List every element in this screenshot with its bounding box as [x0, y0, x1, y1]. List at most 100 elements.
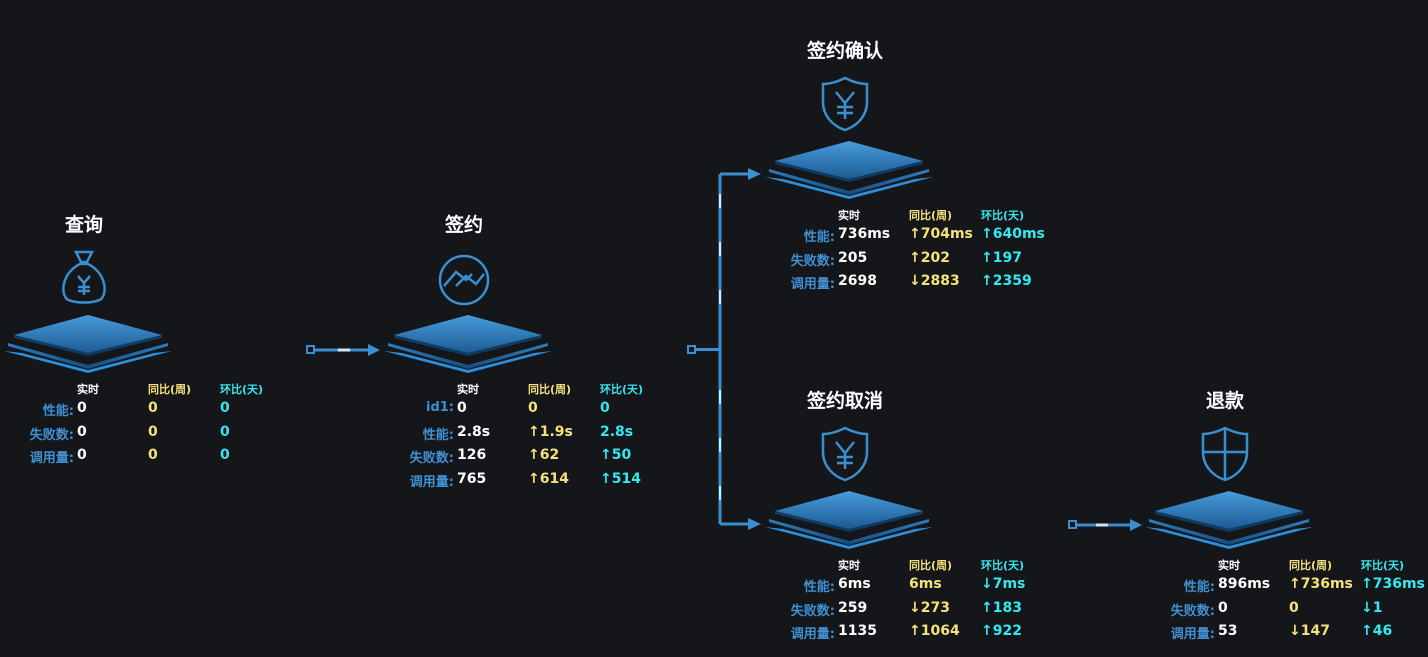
stats-row: 失败数: 205 ↑202 ↑197 [765, 248, 1045, 272]
stats-table: 实时 同比(周) 环比(天) id1: 0 0 0 性能: 2.8s ↑1.9s… [384, 378, 664, 492]
stats-row: 失败数: 0 0 ↓1 [1145, 598, 1425, 622]
value-yoy: 0 [148, 447, 158, 463]
metric-label: 调用量: [1170, 627, 1215, 642]
stats-row: 性能: 0 0 0 [4, 398, 284, 422]
header-mom: 环比(天) [600, 383, 644, 396]
header-realtime: 实时 [77, 383, 99, 396]
metric-label: 性能: [1183, 580, 1215, 595]
metric-label: 失败数: [790, 603, 835, 619]
metric-label: 调用量: [790, 277, 835, 292]
stats-table: 实时 同比(周) 环比(天) 性能: 0 0 0 失败数: 0 0 0 调用量:… [4, 378, 284, 469]
stats-header: 实时 同比(周) 环比(天) [384, 378, 664, 398]
stats-table: 实时 同比(周) 环比(天) 性能: 896ms ↑736ms ↑736ms 失… [1145, 554, 1425, 645]
metric-label: id1: [425, 400, 454, 415]
value-realtime: 0 [77, 423, 87, 440]
value-mom: ↑922 [981, 623, 1022, 639]
yen-shield-icon [821, 426, 869, 482]
value-realtime: 1135 [838, 623, 877, 639]
header-mom: 环比(天) [981, 209, 1025, 222]
stats-row: 失败数: 259 ↓273 ↑183 [765, 598, 1045, 622]
flow-arrow [306, 344, 380, 356]
value-realtime: 126 [457, 447, 487, 463]
stats-header: 实时 同比(周) 环比(天) [1145, 554, 1425, 574]
metric-label: 失败数: [790, 253, 835, 269]
value-yoy: 0 [148, 400, 158, 416]
header-mom: 环比(天) [1361, 559, 1405, 572]
value-mom: ↑514 [600, 470, 641, 487]
shield-icon [1201, 426, 1249, 482]
value-realtime: 0 [457, 400, 467, 416]
metric-label: 失败数: [409, 451, 454, 466]
value-yoy: ↑614 [528, 470, 569, 487]
handshake-icon [438, 254, 490, 306]
header-yoy: 同比(周) [528, 383, 572, 396]
header-realtime: 实时 [1218, 559, 1240, 572]
value-realtime: 2.8s [457, 423, 491, 440]
value-realtime: 765 [457, 470, 487, 487]
value-mom: 0 [600, 400, 610, 416]
platform-base [384, 313, 552, 373]
value-mom: ↓7ms [981, 576, 1026, 592]
header-realtime: 实时 [457, 383, 479, 396]
platform-base [765, 139, 933, 199]
metric-label: 性能: [42, 404, 74, 419]
value-realtime: 259 [838, 599, 868, 616]
value-yoy: ↓273 [909, 599, 950, 616]
header-yoy: 同比(周) [909, 559, 953, 572]
value-mom: ↑736ms [1361, 576, 1425, 592]
value-yoy: 0 [1289, 599, 1299, 616]
value-realtime: 736ms [838, 226, 891, 242]
stats-row: 性能: 736ms ↑704ms ↑640ms [765, 224, 1045, 248]
stats-row: id1: 0 0 0 [384, 398, 664, 422]
metric-label: 性能: [803, 230, 835, 245]
value-realtime: 896ms [1218, 576, 1271, 592]
value-mom: ↑46 [1361, 623, 1393, 639]
platform-base [4, 313, 172, 373]
value-yoy: ↑1.9s [528, 423, 573, 440]
value-yoy: 0 [148, 423, 158, 440]
value-yoy: ↑1064 [909, 623, 960, 639]
metric-label: 性能: [422, 427, 454, 443]
value-realtime: 6ms [838, 576, 871, 592]
value-realtime: 0 [77, 400, 87, 416]
metric-label: 调用量: [409, 474, 454, 490]
value-mom: 0 [220, 447, 230, 463]
stats-row: 调用量: 2698 ↓2883 ↑2359 [765, 271, 1045, 295]
node-title: 退款 [1205, 390, 1244, 412]
metric-label: 失败数: [29, 427, 74, 443]
value-mom: ↑2359 [981, 273, 1032, 289]
metric-label: 调用量: [29, 451, 74, 466]
node-title: 签约 [444, 214, 483, 236]
metric-label: 调用量: [790, 627, 835, 642]
value-yoy: ↓2883 [909, 273, 960, 289]
stats-row: 性能: 6ms 6ms ↓7ms [765, 574, 1045, 598]
stats-row: 调用量: 1135 ↑1064 ↑922 [765, 621, 1045, 645]
stats-row: 调用量: 765 ↑614 ↑514 [384, 469, 664, 493]
value-realtime: 0 [1218, 599, 1228, 616]
value-yoy: ↑704ms [909, 226, 973, 242]
stats-row: 失败数: 126 ↑62 ↑50 [384, 445, 664, 469]
node-title: 签约确认 [806, 40, 883, 62]
value-yoy: ↑202 [909, 249, 950, 266]
stats-header: 实时 同比(周) 环比(天) [765, 554, 1045, 574]
value-mom: ↑197 [981, 249, 1022, 266]
header-mom: 环比(天) [220, 383, 264, 396]
value-realtime: 53 [1218, 623, 1238, 639]
stats-header: 实时 同比(周) 环比(天) [4, 378, 284, 398]
yen-shield-icon [821, 76, 869, 132]
node-title: 签约取消 [806, 390, 883, 412]
stats-table: 实时 同比(周) 环比(天) 性能: 736ms ↑704ms ↑640ms 失… [765, 204, 1045, 295]
value-mom: 0 [220, 400, 230, 416]
value-yoy: 6ms [909, 576, 942, 592]
value-yoy: ↑736ms [1289, 576, 1353, 592]
value-mom: 0 [220, 423, 230, 440]
header-yoy: 同比(周) [148, 383, 192, 396]
value-realtime: 2698 [838, 273, 877, 289]
stats-row: 调用量: 53 ↓147 ↑46 [1145, 621, 1425, 645]
stats-row: 性能: 2.8s ↑1.9s 2.8s [384, 422, 664, 446]
header-yoy: 同比(周) [909, 209, 953, 222]
metric-label: 性能: [803, 580, 835, 595]
branch-connector [687, 168, 761, 530]
header-yoy: 同比(周) [1289, 559, 1333, 572]
value-realtime: 205 [838, 249, 868, 266]
